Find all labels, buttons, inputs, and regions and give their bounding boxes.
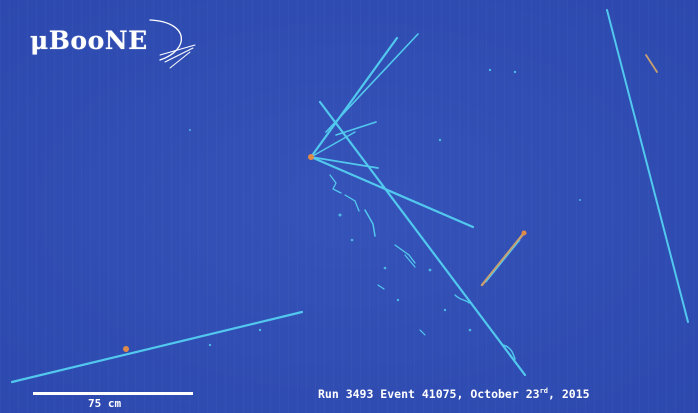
caption-year: , 2015 — [548, 387, 590, 401]
vertex-marker — [521, 230, 527, 236]
shower-fragment — [404, 254, 416, 268]
track-right-edge — [606, 9, 689, 323]
hit-dot — [189, 129, 191, 131]
hit-dot — [443, 308, 447, 312]
vertex-marker — [123, 346, 129, 352]
caption-ordinal: rd — [539, 387, 548, 395]
caption-text: Run 3493 Event 41075, October 23 — [318, 387, 540, 401]
track-vertex-up-2 — [325, 33, 419, 133]
hit-dot — [468, 328, 472, 332]
shower-fragment — [377, 284, 385, 290]
track-long-diagonal — [318, 100, 527, 377]
scale-bar — [33, 392, 193, 395]
event-caption: Run 3493 Event 41075, October 23rd, 2015 — [318, 387, 590, 401]
logo-swoosh — [149, 19, 182, 61]
track-short-right — [480, 231, 526, 287]
shower-fragment — [454, 294, 470, 304]
hit-dot — [338, 213, 342, 217]
hit-dot — [383, 266, 387, 270]
hit-dot — [428, 268, 432, 272]
logo-swoosh — [159, 44, 196, 69]
hit-dot — [438, 138, 442, 142]
hit-dot — [258, 328, 262, 332]
track-vertex-right-1 — [309, 155, 475, 229]
microboone-logo: μBooNE — [30, 26, 148, 55]
shower-fragment — [502, 344, 516, 360]
hit-dot — [513, 70, 517, 74]
shower-fragment — [394, 244, 416, 264]
shower-fragment — [329, 174, 342, 194]
shower-fragment — [344, 194, 360, 212]
track-vertex-up-1 — [309, 36, 399, 159]
hit-dot — [350, 238, 354, 242]
track-top-right-small — [645, 54, 658, 73]
hit-dot — [579, 199, 581, 201]
scale-label: 75 cm — [88, 397, 122, 410]
track-short-right-overlay — [485, 239, 521, 283]
hit-dot — [396, 298, 400, 302]
hit-dot — [488, 68, 492, 72]
vertex-marker — [308, 154, 314, 160]
track-vertex-right-2 — [310, 156, 379, 169]
shower-fragment — [364, 209, 376, 237]
shower-fragment — [419, 329, 426, 336]
track-vertex-short — [335, 121, 377, 136]
track-bottom-left — [10, 310, 304, 384]
track-vertex-down — [310, 131, 356, 158]
hit-dot — [208, 343, 212, 347]
